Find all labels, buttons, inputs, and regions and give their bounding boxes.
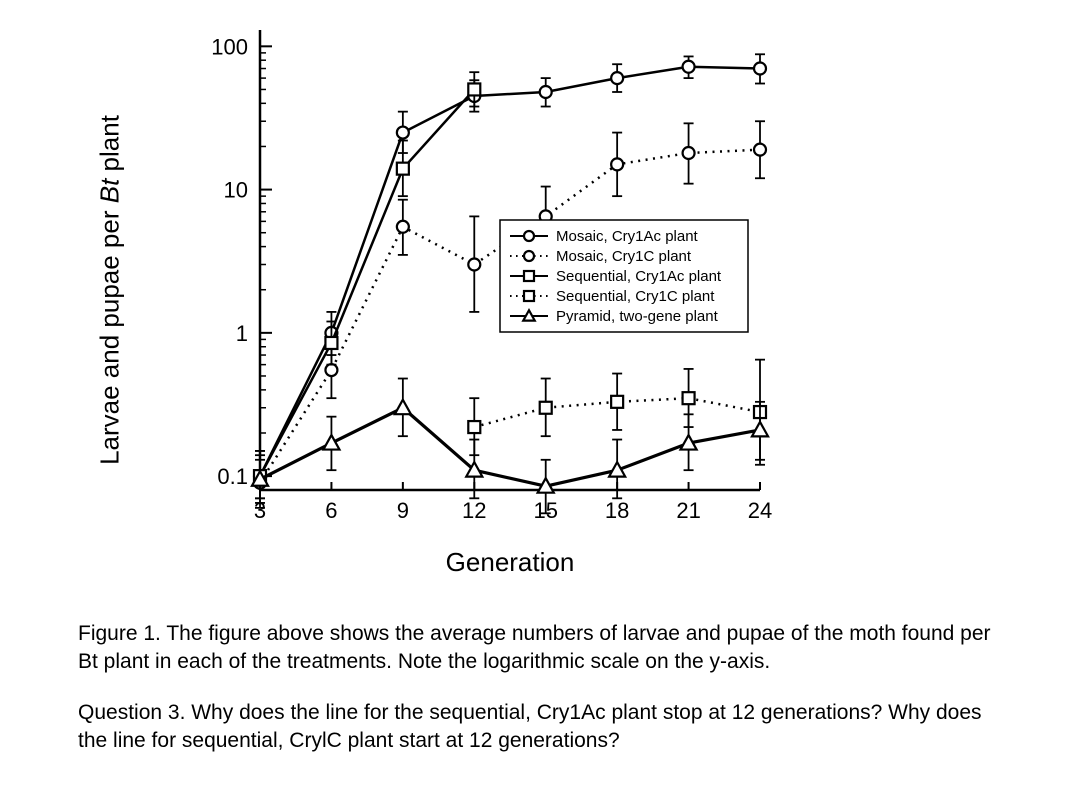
svg-text:0.1: 0.1 [217, 464, 248, 489]
svg-text:24: 24 [748, 498, 772, 523]
svg-text:18: 18 [605, 498, 629, 523]
svg-text:Sequential, Cry1Ac plant: Sequential, Cry1Ac plant [556, 268, 722, 285]
x-axis-label: Generation [446, 547, 575, 578]
svg-text:12: 12 [462, 498, 486, 523]
question-text: Question 3. Why does the line for the se… [78, 699, 1008, 756]
chart: Larvae and pupae per Bt plant 3691215182… [120, 10, 900, 570]
svg-text:Sequential, Cry1C plant: Sequential, Cry1C plant [556, 288, 715, 305]
svg-text:6: 6 [325, 498, 337, 523]
svg-text:100: 100 [211, 34, 248, 59]
page: Larvae and pupae per Bt plant 3691215182… [0, 0, 1080, 811]
caption-block: Figure 1. The figure above shows the ave… [78, 620, 1008, 777]
y-axis-label: Larvae and pupae per Bt plant [95, 115, 126, 465]
svg-text:10: 10 [224, 178, 248, 203]
svg-text:9: 9 [397, 498, 409, 523]
svg-text:21: 21 [676, 498, 700, 523]
figure-caption: Figure 1. The figure above shows the ave… [78, 620, 1008, 677]
svg-text:Mosaic, Cry1C plant: Mosaic, Cry1C plant [556, 248, 692, 265]
svg-text:Mosaic, Cry1Ac plant: Mosaic, Cry1Ac plant [556, 228, 699, 245]
chart-svg: 36912151821240.1110100Mosaic, Cry1Ac pla… [120, 10, 900, 570]
svg-text:Pyramid, two-gene plant: Pyramid, two-gene plant [556, 308, 719, 325]
svg-text:1: 1 [236, 321, 248, 346]
